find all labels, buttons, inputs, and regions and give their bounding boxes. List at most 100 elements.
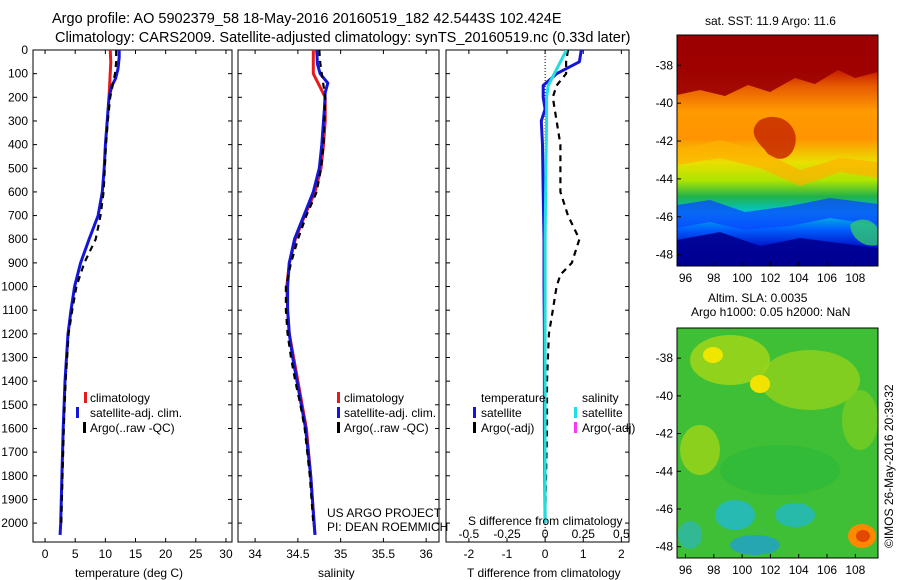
x-tick-label: 30 [219,547,233,561]
s-tick-label: -0.25 [493,527,521,541]
sst-warm-patch [753,116,796,159]
s-tick-label: 0.25 [572,527,596,541]
map-x-tick-label: 104 [789,563,809,577]
sla-patch [856,530,870,542]
difference-series [539,50,583,524]
temperature-line-climatology [107,50,113,98]
map-y-tick-label: -48 [656,540,674,554]
difference-plot-frame [445,49,630,543]
depth-tick-label: 100 [8,67,28,81]
map-x-tick-label: 98 [707,563,721,577]
x-tick-label: 10 [99,547,113,561]
map-x-tick-label: 102 [760,563,780,577]
imos-timestamp: ©IMOS 26-May-2016 20:39:32 [882,384,896,548]
sst-cold-band [677,232,878,266]
legend-swatch-argo [83,422,86,433]
legend-swatch-s-argo [574,422,577,433]
depth-tick-label: 1000 [1,280,28,294]
legend-title-salinity: salinity [582,391,619,405]
depth-tick-label: 800 [8,232,28,246]
map-x-tick-label: 100 [732,563,752,577]
map-x-tick-label: 104 [789,271,809,285]
x-tick-label: 35 [334,547,348,561]
depth-tick-label: 1100 [2,303,28,317]
sst-front [677,140,878,186]
depth-tick-label: 1900 [1,492,28,506]
temperature-x-axis: 0 5 10 15 20 25 30 [42,50,233,561]
x-tick-label: 15 [129,547,143,561]
map-y-tick-label: -42 [656,134,674,148]
difference-legend: temperature salinity satellite Argo(-adj… [473,391,635,435]
legend-swatch-climatology [337,392,340,403]
t-difference-x-axis: -2 -1 0 1 2 [464,50,625,561]
depth-axis: 0 100 200 300 400 500 600 700 800 900 1000 1100 1200… [1,43,629,530]
map-y-tick-label: -46 [656,502,674,516]
s-difference-axis-label: S difference from climatology [468,514,623,528]
map-y-tick-label: -48 [656,248,674,262]
depth-tick-label: 1200 [1,327,28,341]
depth-tick-label: 600 [8,185,28,199]
sla-patch [678,521,702,549]
temperature-line-satellite-adj-clim [58,50,121,535]
sla-patch [715,500,755,530]
depth-tick-label: 200 [8,90,28,104]
x-tick-label: 35.5 [372,547,396,561]
depth-tick-label: 300 [8,114,28,128]
depth-tick-label: 1700 [1,445,28,459]
sla-patch [730,535,780,555]
map-y-tick-label: -46 [656,210,674,224]
x-tick-label: 2 [618,547,625,561]
depth-tick-label: 400 [8,138,28,152]
s-tick-label: 0.5 [613,527,630,541]
salinity-axis-label: salinity [318,566,355,580]
map-y-tick-label: -40 [656,96,674,110]
x-tick-label: 20 [159,547,173,561]
legend-swatch-t-argo [473,422,476,433]
sst-map-title: sat. SST: 11.9 Argo: 11.6 [705,14,836,28]
depth-tick-label: 700 [8,209,28,223]
salinity-line-climatology [285,50,327,536]
depth-tick-label: 1500 [1,398,28,412]
t-difference-axis-label: T difference from climatology [467,566,621,580]
legend-label-s-satellite: satellite [582,406,623,420]
depth-tick-label: 0 [21,43,28,57]
sst-map-frame [676,34,879,267]
difference-line-temperature-argo-adj [544,50,581,524]
sla-heatmap [677,328,878,558]
x-tick-label: 5 [72,547,79,561]
depth-tick-label: 1400 [1,374,28,388]
sla-map-title-line2: Argo h1000: 0.05 h2000: NaN [691,305,850,319]
map-y-tick-label: -44 [656,464,674,478]
sla-patch [750,375,770,393]
map-x-tick-label: 106 [817,563,837,577]
legend-label-t-argo: Argo(-adj) [481,421,534,435]
legend-label-climatology: climatology [344,391,404,405]
difference-line-salinity-satellite [543,50,568,524]
project-credit-line1: US ARGO PROJECT [327,506,442,520]
x-tick-label: 34 [248,547,262,561]
legend-title-temperature: temperature [481,391,546,405]
figure-title-line2: Climatology: CARS2009. Satellite-adjuste… [55,30,630,46]
legend-label-climatology: climatology [90,391,150,405]
depth-tick-label: 1300 [1,351,28,365]
salinity-plot-frame [237,49,440,543]
map-x-tick-label: 96 [679,271,693,285]
figure-title-line1: Argo profile: AO 5902379_58 18-May-2016 … [52,11,562,27]
sst-cool-eddy [850,219,878,246]
temperature-line-argo-raw-qc [60,50,118,524]
map-x-tick-label: 96 [679,563,693,577]
s-difference-x-axis: -0.5-0.2500.250.5 [459,527,631,541]
depth-tick-label: 1800 [1,469,28,483]
sla-map-frame [676,327,879,559]
salinity-x-axis: 34 34.5 35 35.5 36 [248,50,433,561]
s-tick-label: -0.5 [459,527,480,541]
x-tick-label: -1 [502,547,513,561]
salinity-series [284,50,330,536]
sla-patch [760,350,860,410]
sst-heatmap [677,35,878,266]
sst-cool-band [677,198,878,230]
x-tick-label: 25 [189,547,203,561]
map-y-tick-label: -42 [656,427,674,441]
sla-patch [720,445,840,495]
legend-swatch-s-satellite [574,407,577,418]
